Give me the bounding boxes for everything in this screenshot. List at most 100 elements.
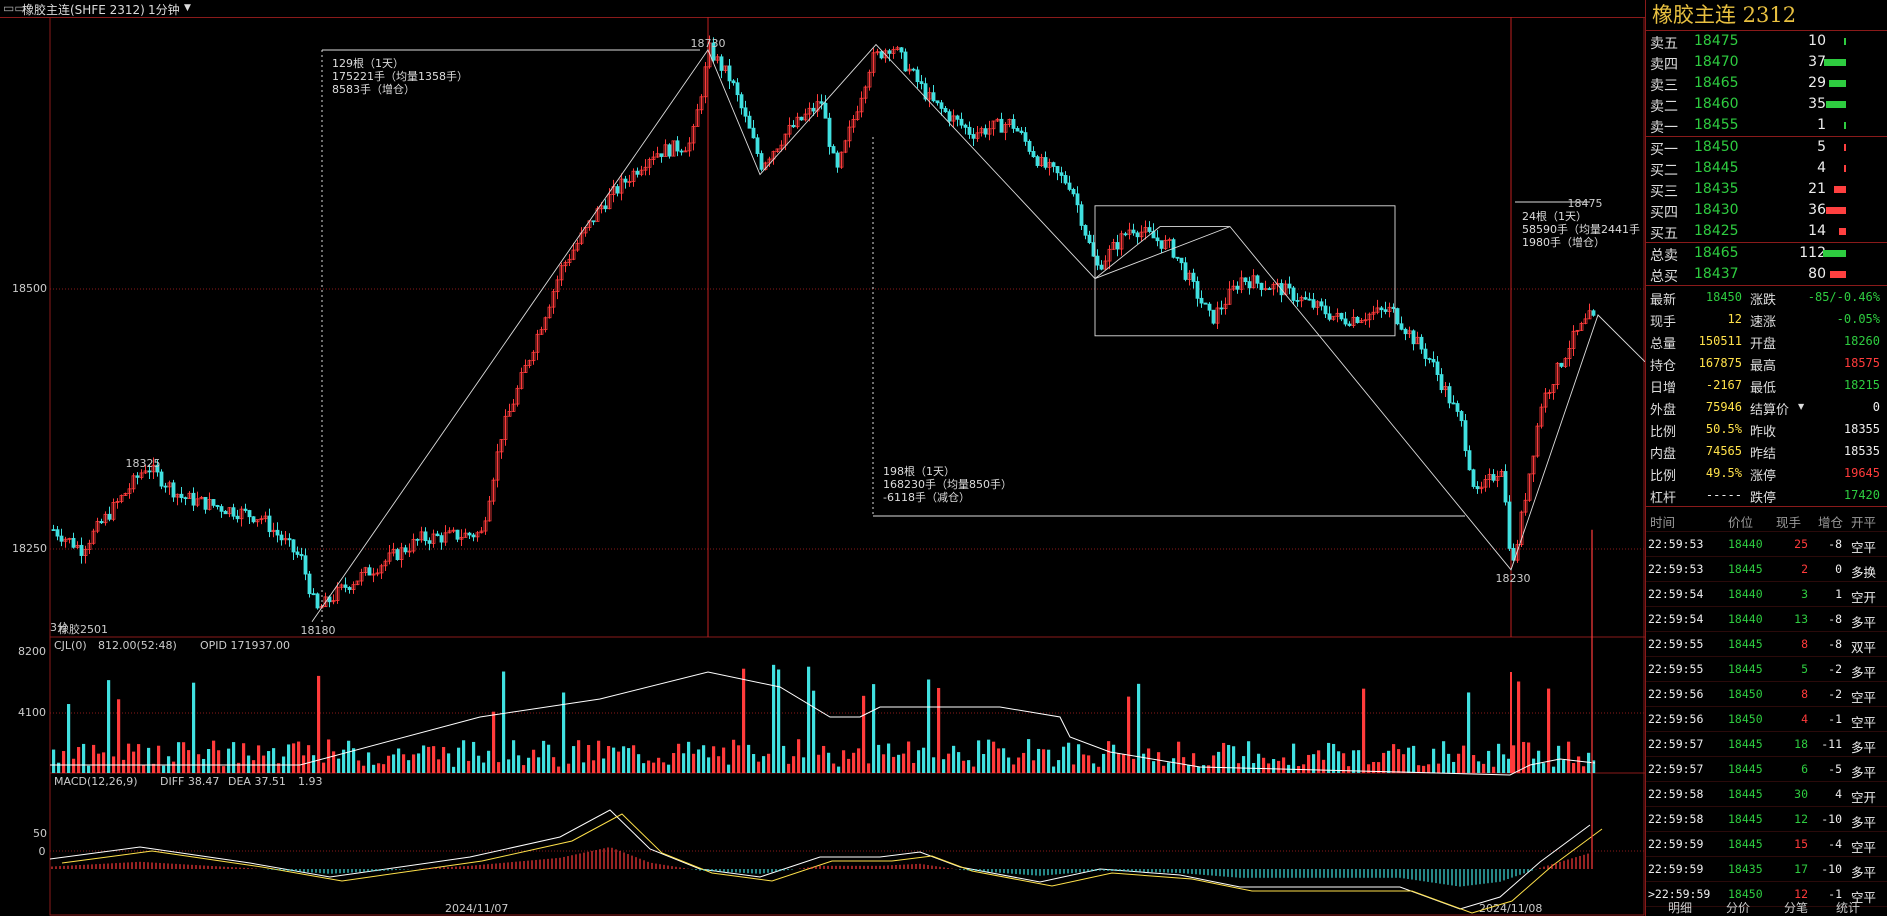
volume-bar (207, 748, 211, 773)
candle-body (943, 108, 948, 113)
tick-list[interactable]: 22:59:53 18440 25 -8 空平 22:59:53 18445 2 0 多换 22:5… (1646, 532, 1887, 907)
chevron-down-icon[interactable]: ▼ (184, 3, 191, 13)
candle-body (139, 472, 144, 478)
volume-bar (1572, 763, 1576, 773)
bids-row[interactable]: 买三 18435 21 (1646, 179, 1887, 200)
level-price: 18465 (1694, 75, 1739, 91)
price-marker: 18230 (1496, 572, 1531, 585)
volume-bar (402, 754, 406, 773)
tick-row[interactable]: 22:59:58 18445 12 -10 多平 (1646, 807, 1887, 832)
volume-bar (67, 704, 71, 773)
candle-body (1015, 128, 1020, 132)
candle-body (871, 52, 876, 73)
bids-row[interactable]: 买五 18425 14 (1646, 221, 1887, 242)
tab-1[interactable]: 分价 (1726, 901, 1751, 915)
ticks-column-header: 增仓 (1818, 515, 1844, 530)
volume-bar (1167, 762, 1171, 773)
tick-volume: 4 (1801, 712, 1808, 726)
candle-body (1319, 301, 1324, 307)
candle-body (511, 403, 516, 412)
tick-row[interactable]: >22:59:59 18450 12 -1 空平 (1646, 882, 1887, 907)
volume-bar (1567, 741, 1571, 773)
candle-body (983, 128, 988, 135)
asks-row[interactable]: 卖一 18455 1 (1646, 115, 1887, 136)
volume-bar (692, 753, 696, 773)
tick-volume: 3 (1801, 587, 1808, 601)
tick-oi-change: -2 (1828, 687, 1842, 701)
tick-row[interactable]: 22:59:57 18445 6 -5 多平 (1646, 757, 1887, 782)
volume-bar (1307, 754, 1311, 773)
candle-body (1383, 309, 1388, 312)
candle-body (1235, 285, 1240, 290)
chevron-down-icon[interactable]: ▼ (1798, 402, 1805, 411)
candle-body (407, 550, 412, 553)
candle-body (1231, 285, 1236, 290)
open-interest-line (50, 671, 1596, 776)
candle-body (1399, 323, 1404, 330)
asks-row[interactable]: 卖五 18475 10 (1646, 31, 1887, 52)
volume-bar (372, 764, 376, 773)
tick-time: 22:59:53 (1648, 537, 1704, 551)
candle-body (1167, 239, 1172, 242)
tick-price: 18450 (1728, 687, 1763, 701)
volume-bar (917, 750, 921, 773)
candle-body (75, 544, 80, 548)
volume-bar (1337, 751, 1341, 773)
tick-row[interactable]: 22:59:59 18445 15 -4 空平 (1646, 832, 1887, 857)
kline-chart[interactable]: 18500 18250 8200 4100 50 0 2024/11/07 2024/11/0… (0, 17, 1645, 916)
tick-row[interactable]: 22:59:53 18440 25 -8 空平 (1646, 532, 1887, 557)
candle-body (971, 134, 976, 139)
tick-oi-change: 4 (1835, 787, 1842, 801)
candle-body (903, 51, 908, 72)
stat-label: 开盘 (1750, 337, 1777, 352)
volume-bar (847, 758, 851, 773)
volume-bar (1412, 745, 1416, 773)
asks-row[interactable]: 卖四 18470 37 (1646, 52, 1887, 73)
volume-bar (152, 763, 156, 773)
level-qty: 21 (1808, 181, 1826, 197)
bids-row[interactable]: 买四 18430 36 (1646, 200, 1887, 221)
volume-bar (702, 745, 706, 773)
tab-3[interactable]: 统计 (1836, 901, 1861, 915)
chart-area[interactable]: 18500 18250 8200 4100 50 0 2024/11/07 2024/11/0… (0, 17, 1645, 916)
tick-row[interactable]: 22:59:54 18440 3 1 空开 (1646, 582, 1887, 607)
window-icon[interactable]: ▭▭ (3, 1, 26, 15)
asks-row[interactable]: 卖三 18465 29 (1646, 73, 1887, 94)
asks-row[interactable]: 卖二 18460 35 (1646, 94, 1887, 115)
candle-body (283, 538, 288, 541)
volume-bar (1352, 750, 1356, 773)
candle-body (1523, 499, 1528, 513)
tab-0[interactable]: 明细 (1668, 901, 1693, 915)
candle-body (1155, 237, 1160, 242)
tick-oi-change: 1 (1835, 587, 1842, 601)
tick-row[interactable]: 22:59:54 18440 13 -8 多平 (1646, 607, 1887, 632)
tick-row[interactable]: 22:59:58 18445 30 4 空开 (1646, 782, 1887, 807)
tick-row[interactable]: 22:59:55 18445 8 -8 双平 (1646, 632, 1887, 657)
bids-row[interactable]: 买二 18445 4 (1646, 158, 1887, 179)
candle-body (691, 126, 696, 144)
tick-row[interactable]: 22:59:59 18435 17 -10 多平 (1646, 857, 1887, 882)
candle-body (559, 265, 564, 281)
tick-row[interactable]: 22:59:55 18445 5 -2 多平 (1646, 657, 1887, 682)
volume-bar (257, 745, 261, 773)
tick-row[interactable]: 22:59:56 18450 8 -2 空平 (1646, 682, 1887, 707)
stat-value: 50.5% (1705, 422, 1742, 436)
tick-row[interactable]: 22:59:53 18445 2 0 多换 (1646, 557, 1887, 582)
tab-2[interactable]: 分笔 (1784, 901, 1809, 915)
volume-bar (527, 757, 531, 773)
tick-row[interactable]: 22:59:57 18445 18 -11 多平 (1646, 732, 1887, 757)
stat-label[interactable]: 结算价 (1750, 403, 1790, 418)
period-selector[interactable]: 1分钟 (148, 3, 180, 17)
candle-body (1467, 450, 1472, 471)
volume-bar (542, 740, 546, 773)
candle-body (659, 153, 664, 157)
candle-body (1531, 455, 1536, 475)
qty-bar (1823, 250, 1846, 257)
bids-row[interactable]: 买一 18450 5 (1646, 137, 1887, 158)
candle-body (1483, 479, 1488, 488)
tick-type: 多平 (1851, 615, 1877, 630)
tick-row[interactable]: 22:59:56 18450 4 -1 空平 (1646, 707, 1887, 732)
candle-body (475, 532, 480, 538)
volume-bar (1007, 757, 1011, 773)
tick-volume: 5 (1801, 662, 1808, 676)
